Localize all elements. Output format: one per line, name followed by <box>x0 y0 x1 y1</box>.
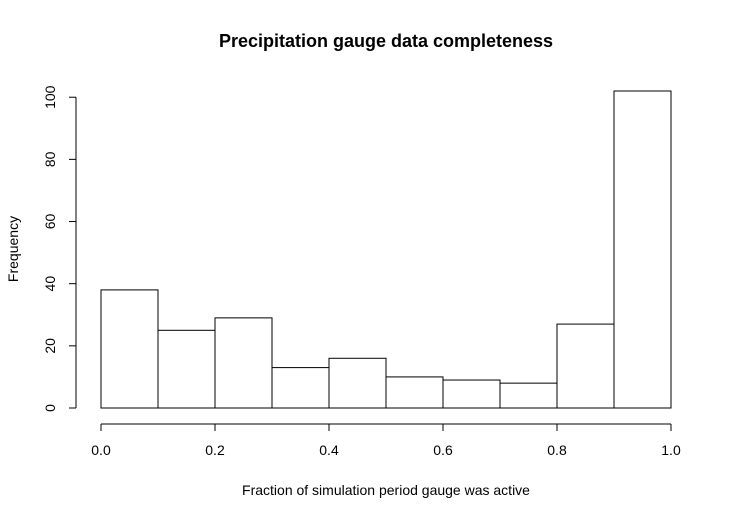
chart-title: Precipitation gauge data completeness <box>219 31 553 51</box>
y-axis-label: Frequency <box>5 216 21 282</box>
x-axis-label: Fraction of simulation period gauge was … <box>242 482 530 498</box>
histogram-bar-3 <box>271 367 330 409</box>
y-axis: 0 20 40 60 80 100 <box>42 85 77 412</box>
y-tick-label: 40 <box>42 276 58 292</box>
histogram-bar-9 <box>613 90 672 409</box>
histogram-bar-5 <box>385 376 444 409</box>
x-tick-label: 0.8 <box>547 442 567 458</box>
bars-group <box>100 90 672 409</box>
y-tick-label: 0 <box>42 404 58 412</box>
histogram-bar-7 <box>499 382 558 409</box>
x-axis: 0.0 0.2 0.4 0.6 0.8 1.0 <box>91 423 681 458</box>
histogram-bar-8 <box>556 323 615 409</box>
x-tick-label: 1.0 <box>661 442 681 458</box>
x-tick-label: 0.2 <box>205 442 225 458</box>
x-tick-label: 0.0 <box>91 442 111 458</box>
y-tick-label: 80 <box>42 151 58 167</box>
x-tick-label: 0.4 <box>319 442 339 458</box>
histogram-bar-4 <box>328 357 387 409</box>
y-tick-label: 60 <box>42 214 58 230</box>
histogram-bar-1 <box>157 329 216 409</box>
y-tick-label: 100 <box>42 85 58 109</box>
histogram-bar-0 <box>100 289 159 409</box>
x-tick-label: 0.6 <box>433 442 453 458</box>
histogram-bar-6 <box>442 379 501 409</box>
y-tick-label: 20 <box>42 338 58 354</box>
histogram-bar-2 <box>214 317 273 409</box>
